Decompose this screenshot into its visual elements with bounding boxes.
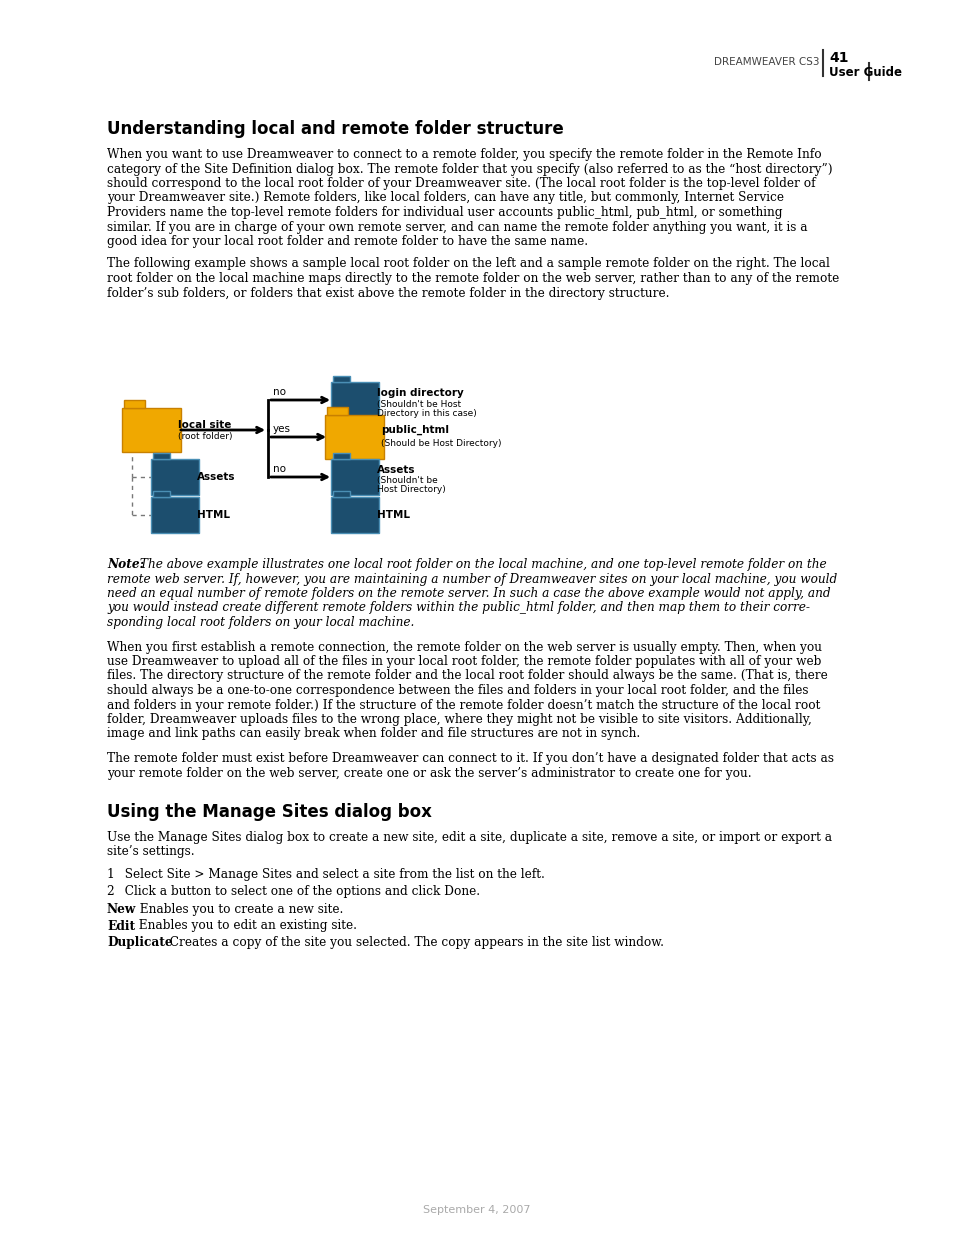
- Polygon shape: [327, 408, 348, 415]
- Polygon shape: [331, 459, 378, 495]
- Text: yes: yes: [273, 424, 291, 433]
- Text: Duplicate: Duplicate: [107, 936, 172, 948]
- Text: local site: local site: [178, 420, 232, 430]
- Polygon shape: [331, 382, 378, 417]
- Text: HTML: HTML: [196, 510, 230, 520]
- Text: When you first establish a remote connection, the remote folder on the web serve: When you first establish a remote connec…: [107, 641, 821, 653]
- Text: Enables you to edit an existing site.: Enables you to edit an existing site.: [131, 920, 356, 932]
- Text: New: New: [107, 903, 136, 916]
- Text: 41: 41: [828, 51, 847, 65]
- Text: site’s settings.: site’s settings.: [107, 846, 194, 858]
- Polygon shape: [152, 453, 170, 459]
- Text: should always be a one-to-one correspondence between the files and folders in yo: should always be a one-to-one correspond…: [107, 684, 807, 697]
- Text: (Shouldn't be Host: (Shouldn't be Host: [376, 399, 460, 409]
- Text: your remote folder on the web server, create one or ask the server’s administrat: your remote folder on the web server, cr…: [107, 767, 751, 779]
- Text: DREAMWEAVER CS3: DREAMWEAVER CS3: [714, 57, 820, 67]
- Text: folder, Dreamweaver uploads files to the wrong place, where they might not be vi: folder, Dreamweaver uploads files to the…: [107, 713, 811, 726]
- Text: good idea for your local root folder and remote folder to have the same name.: good idea for your local root folder and…: [107, 235, 587, 248]
- Text: category of the Site Definition dialog box. The remote folder that you specify (: category of the Site Definition dialog b…: [107, 163, 832, 175]
- Text: should correspond to the local root folder of your Dreamweaver site. (The local : should correspond to the local root fold…: [107, 177, 815, 190]
- Text: Use the Manage Sites dialog box to create a new site, edit a site, duplicate a s: Use the Manage Sites dialog box to creat…: [107, 831, 831, 844]
- Text: Enables you to create a new site.: Enables you to create a new site.: [132, 903, 343, 916]
- Text: files. The directory structure of the remote folder and the local root folder sh: files. The directory structure of the re…: [107, 669, 827, 683]
- Text: need an equal number of remote folders on the remote server. In such a case the : need an equal number of remote folders o…: [107, 587, 830, 600]
- Text: Edit: Edit: [107, 920, 135, 932]
- Text: Host Directory): Host Directory): [376, 484, 445, 494]
- Text: 2  Click a button to select one of the options and click Done.: 2 Click a button to select one of the op…: [107, 884, 479, 898]
- Text: Assets: Assets: [196, 472, 235, 482]
- Polygon shape: [152, 492, 170, 496]
- Text: (Should be Host Directory): (Should be Host Directory): [380, 438, 501, 447]
- Text: use Dreamweaver to upload all of the files in your local root folder, the remote: use Dreamweaver to upload all of the fil…: [107, 655, 821, 668]
- Text: Directory in this case): Directory in this case): [376, 409, 476, 417]
- Text: root folder on the local machine maps directly to the remote folder on the web s: root folder on the local machine maps di…: [107, 272, 839, 285]
- Polygon shape: [333, 453, 350, 459]
- Text: Creates a copy of the site you selected. The copy appears in the site list windo: Creates a copy of the site you selected.…: [162, 936, 663, 948]
- Text: image and link paths can easily break when folder and file structures are not in: image and link paths can easily break wh…: [107, 727, 639, 741]
- Text: (root folder): (root folder): [178, 432, 233, 441]
- Text: (Shouldn't be: (Shouldn't be: [376, 475, 437, 484]
- Text: no: no: [273, 387, 286, 396]
- Text: The above example illustrates one local root folder on the local machine, and on: The above example illustrates one local …: [136, 558, 825, 571]
- Polygon shape: [125, 400, 146, 408]
- Text: similar. If you are in charge of your own remote server, and can name the remote: similar. If you are in charge of your ow…: [107, 221, 807, 233]
- Text: September 4, 2007: September 4, 2007: [423, 1205, 530, 1215]
- Text: Understanding local and remote folder structure: Understanding local and remote folder st…: [107, 120, 563, 138]
- Text: sponding local root folders on your local machine.: sponding local root folders on your loca…: [107, 616, 414, 629]
- Text: The following example shows a sample local root folder on the left and a sample : The following example shows a sample loc…: [107, 258, 829, 270]
- Text: The remote folder must exist before Dreamweaver can connect to it. If you don’t : The remote folder must exist before Drea…: [107, 752, 833, 764]
- Text: public_html: public_html: [380, 425, 449, 435]
- Text: 1  Select Site > Manage Sites and select a site from the list on the left.: 1 Select Site > Manage Sites and select …: [107, 868, 544, 881]
- Text: no: no: [273, 464, 286, 474]
- Polygon shape: [122, 408, 181, 452]
- Polygon shape: [331, 496, 378, 534]
- Polygon shape: [333, 375, 350, 382]
- Text: Using the Manage Sites dialog box: Using the Manage Sites dialog box: [107, 803, 432, 821]
- Text: remote web server. If, however, you are maintaining a number of Dreamweaver site: remote web server. If, however, you are …: [107, 573, 837, 585]
- Text: folder’s sub folders, or folders that exist above the remote folder in the direc: folder’s sub folders, or folders that ex…: [107, 287, 669, 300]
- Text: When you want to use Dreamweaver to connect to a remote folder, you specify the : When you want to use Dreamweaver to conn…: [107, 148, 821, 161]
- Text: you would instead create different remote folders within the public_html folder,: you would instead create different remot…: [107, 601, 809, 615]
- Polygon shape: [333, 492, 350, 496]
- Text: Note:: Note:: [107, 558, 144, 571]
- Text: User Guide: User Guide: [828, 65, 901, 79]
- Text: Assets: Assets: [376, 466, 416, 475]
- Polygon shape: [325, 415, 384, 459]
- Text: login directory: login directory: [376, 388, 463, 398]
- Text: HTML: HTML: [376, 510, 410, 520]
- Polygon shape: [151, 459, 199, 495]
- Text: your Dreamweaver site.) Remote folders, like local folders, can have any title, : your Dreamweaver site.) Remote folders, …: [107, 191, 783, 205]
- Polygon shape: [151, 496, 199, 534]
- Text: and folders in your remote folder.) If the structure of the remote folder doesn’: and folders in your remote folder.) If t…: [107, 699, 820, 711]
- Text: Providers name the top-level remote folders for individual user accounts public_: Providers name the top-level remote fold…: [107, 206, 781, 219]
